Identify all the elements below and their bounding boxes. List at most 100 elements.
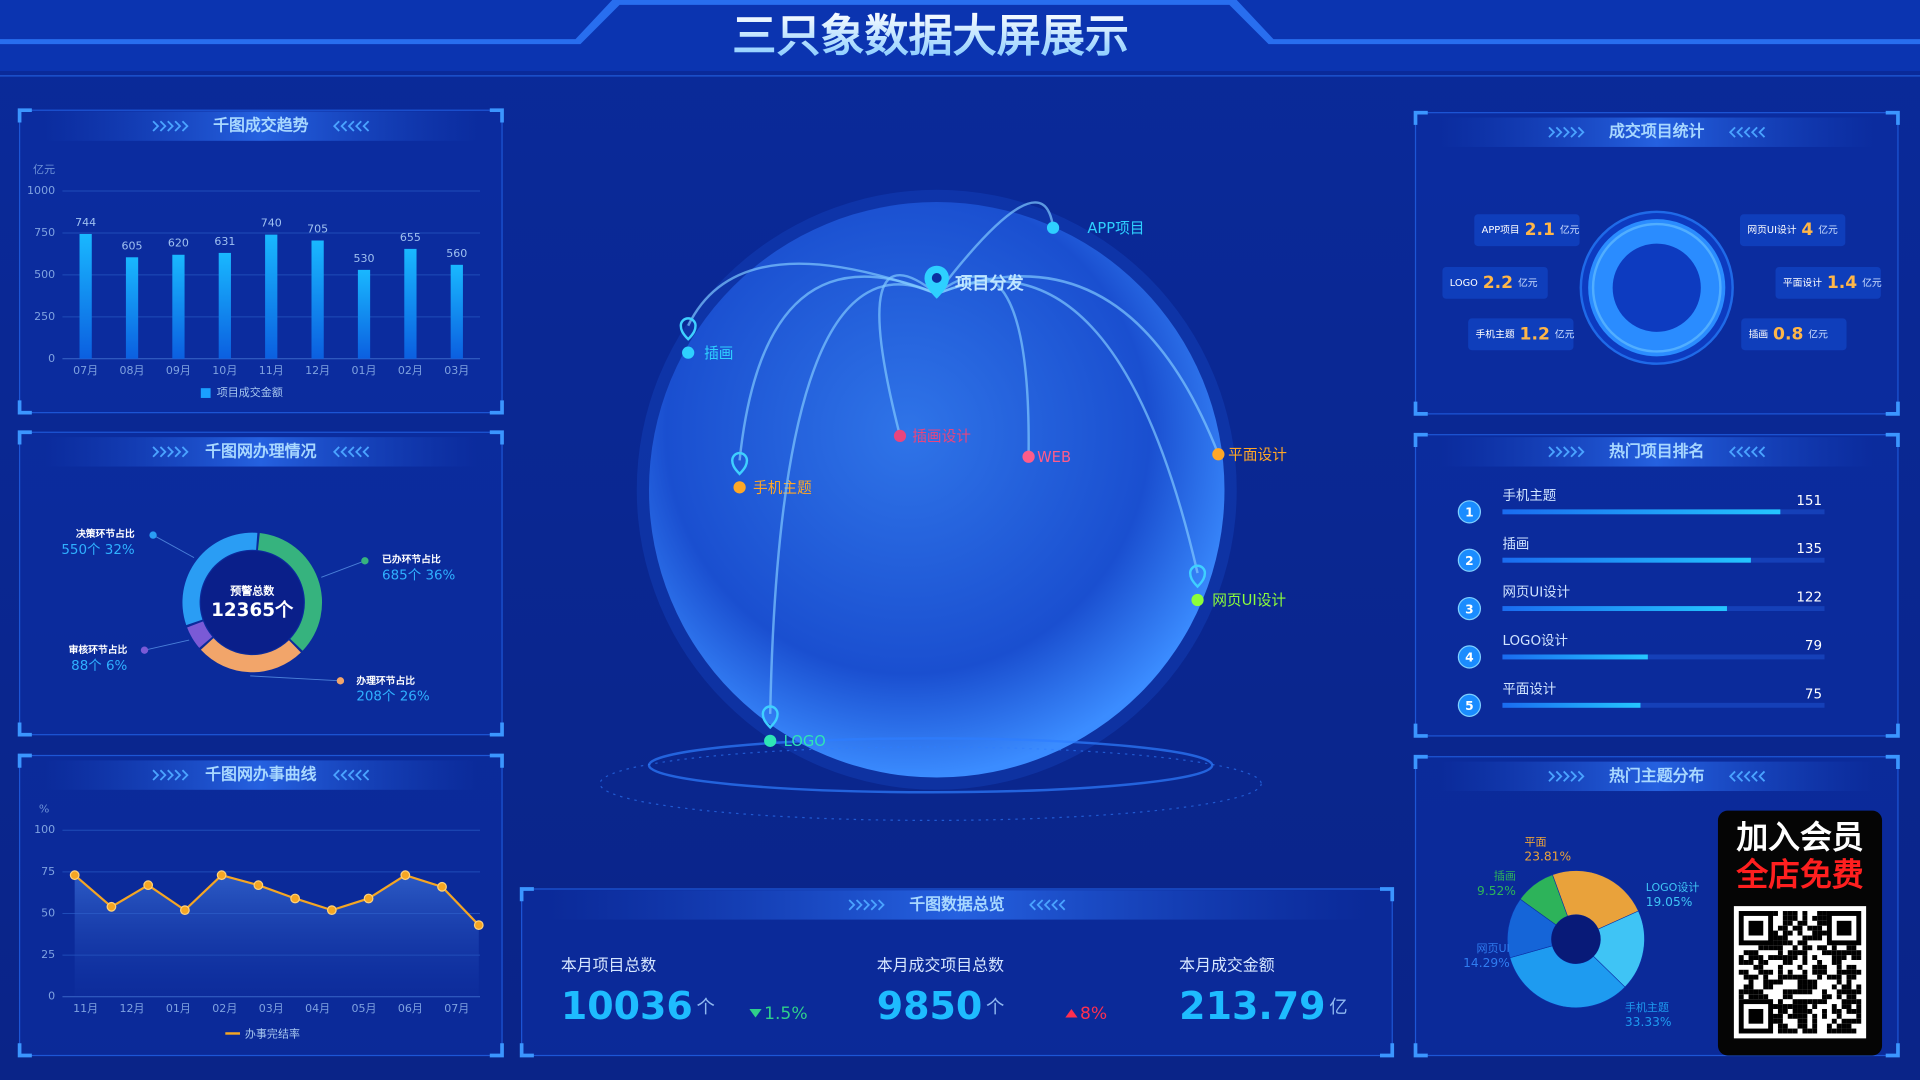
leader-line xyxy=(152,534,195,559)
qr-cell xyxy=(1777,1023,1783,1029)
qr-cell xyxy=(1787,955,1793,960)
qr-cell xyxy=(1797,930,1803,936)
qr-cell xyxy=(1748,994,1754,1000)
qr-cell xyxy=(1753,955,1759,960)
bar xyxy=(450,264,463,359)
chevron xyxy=(1043,899,1051,911)
qr-cell xyxy=(1802,1008,1808,1014)
qr-cell xyxy=(1802,1018,1808,1024)
qr-cell xyxy=(1807,999,1813,1005)
qr-cell xyxy=(1817,930,1823,936)
chevron xyxy=(362,446,370,458)
stat-name: LOGO xyxy=(1450,278,1478,289)
qr-cell xyxy=(1782,925,1788,931)
flow-arc xyxy=(768,283,938,714)
hub-pin-hole xyxy=(931,273,942,283)
qr-cell xyxy=(1822,989,1827,995)
qr-cell xyxy=(1836,964,1842,970)
panel-title: 千图数据总览 xyxy=(909,894,1005,913)
legend-label: 项目成交金额 xyxy=(217,385,283,399)
point xyxy=(326,905,337,916)
qr-cell xyxy=(1822,994,1827,1000)
chevron xyxy=(1758,770,1766,782)
panel-title: 成交项目统计 xyxy=(1609,122,1705,141)
qr-cell xyxy=(1787,1028,1793,1034)
qr-cell xyxy=(1812,955,1818,960)
qr-cell xyxy=(1743,984,1749,990)
stat-value: 1.4 xyxy=(1827,273,1857,293)
x-tick-label: 07月 xyxy=(73,364,98,377)
qr-cell xyxy=(1802,935,1808,941)
x-tick-label: 02月 xyxy=(398,364,423,377)
qr-cell xyxy=(1822,964,1827,970)
stat-box xyxy=(1775,266,1881,299)
qr-cell xyxy=(1817,925,1823,931)
qr-cell xyxy=(1846,974,1852,980)
qr-cell xyxy=(1851,994,1857,1000)
qr-cell xyxy=(1826,974,1832,980)
qr-cell xyxy=(1787,930,1793,936)
stat-unit: 亿 xyxy=(1329,997,1347,1018)
panel-corner xyxy=(489,108,504,123)
chevron xyxy=(1051,899,1058,911)
qr-cell xyxy=(1807,1028,1813,1034)
segment-label: 550个 32% xyxy=(61,542,135,558)
qr-cell xyxy=(1851,1028,1857,1034)
qr-cell xyxy=(1797,1008,1803,1014)
qr-cell xyxy=(1777,925,1783,931)
panel-corner xyxy=(1885,110,1900,125)
qr-cell xyxy=(1773,1004,1778,1009)
stat-unit: 亿元 xyxy=(1555,327,1575,340)
qr-cell xyxy=(1758,989,1764,995)
y-axis-label: % xyxy=(39,802,49,815)
node-dot xyxy=(682,346,695,359)
chevron xyxy=(1555,770,1563,782)
qr-cell xyxy=(1787,974,1793,980)
chevron xyxy=(1563,446,1570,458)
stat-label: 本月成交金额 xyxy=(1179,956,1275,975)
qr-cell xyxy=(1817,915,1823,921)
qr-cell xyxy=(1856,989,1862,995)
qr-cell xyxy=(1753,994,1759,1000)
chevron xyxy=(181,769,189,781)
point xyxy=(363,893,374,904)
qr-cell xyxy=(1763,969,1769,975)
bar xyxy=(1502,606,1727,612)
qr-cell xyxy=(1817,964,1823,970)
header-frame xyxy=(0,0,1920,45)
x-tick-label: 07月 xyxy=(444,1002,469,1015)
qr-cell xyxy=(1812,915,1818,921)
qr-cell xyxy=(1831,955,1837,960)
qr-cell xyxy=(1812,1028,1818,1034)
stat-value: 1.2 xyxy=(1520,324,1550,344)
x-tick-label: 12月 xyxy=(305,364,330,377)
rank-number: 5 xyxy=(1465,699,1474,713)
point xyxy=(473,920,484,931)
qr-cell xyxy=(1743,974,1749,980)
x-tick-label: 02月 xyxy=(212,1002,237,1015)
qr-cell xyxy=(1787,1004,1793,1009)
stat-figure: 9850 个 xyxy=(877,983,1005,1027)
stat-value: 2.1 xyxy=(1525,220,1555,240)
qr-cell xyxy=(1777,969,1783,975)
qr-cell xyxy=(1812,984,1818,990)
qr-cell xyxy=(1831,950,1837,956)
chevron xyxy=(167,120,174,132)
qr-cell xyxy=(1841,955,1847,960)
stat-unit: 亿元 xyxy=(1862,276,1882,289)
ring-inner xyxy=(1591,222,1722,353)
data-label: 744 xyxy=(75,216,96,229)
qr-cell xyxy=(1797,940,1803,946)
qr-cell xyxy=(1748,989,1754,995)
panel-corner xyxy=(1413,110,1428,125)
stat-value: 2.2 xyxy=(1483,273,1513,293)
legend-swatch xyxy=(200,388,211,398)
qr-cell xyxy=(1802,950,1808,956)
donut-segment xyxy=(187,621,213,648)
chevron xyxy=(1577,126,1585,138)
slice-name: 网页UI xyxy=(1476,942,1509,955)
leader-line xyxy=(321,560,366,578)
stat-name: 插画 xyxy=(1749,327,1769,340)
qr-cell xyxy=(1841,1028,1847,1034)
qr-cell xyxy=(1782,989,1788,995)
